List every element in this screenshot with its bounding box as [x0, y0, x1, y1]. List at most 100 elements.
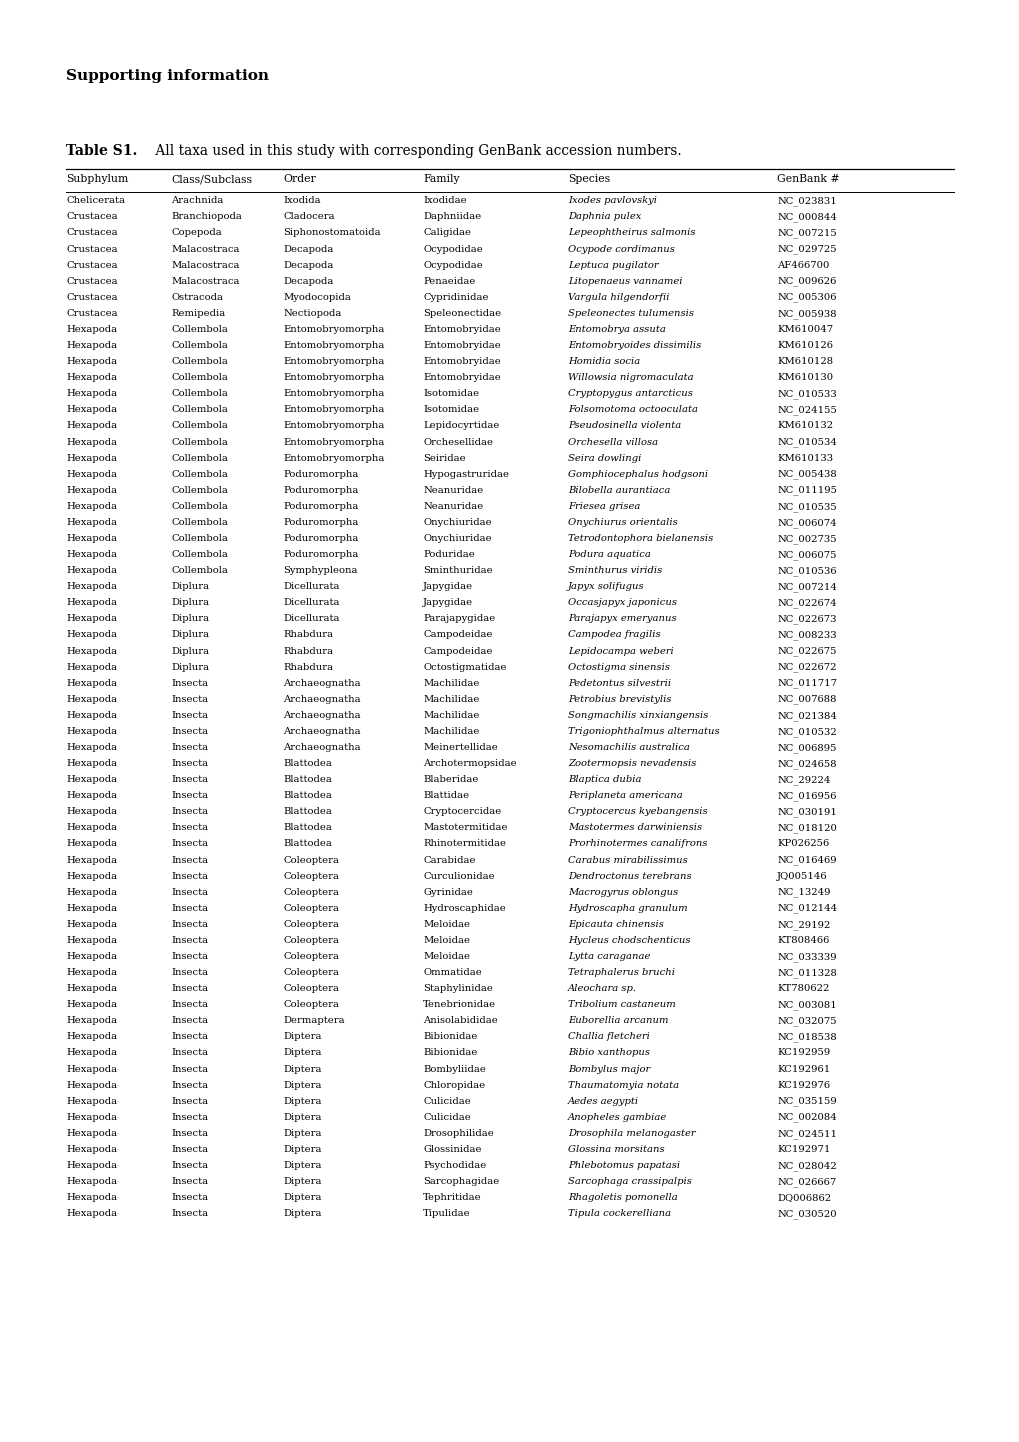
Text: Hexapoda: Hexapoda	[66, 389, 117, 398]
Text: Tetrodontophora bielanensis: Tetrodontophora bielanensis	[568, 534, 712, 544]
Text: NC_016469: NC_016469	[776, 855, 836, 865]
Text: Diptera: Diptera	[283, 1032, 322, 1041]
Text: Campodeidae: Campodeidae	[423, 630, 492, 639]
Text: Insecta: Insecta	[171, 727, 208, 735]
Text: Order: Order	[283, 174, 316, 185]
Text: Ocypodidae: Ocypodidae	[423, 245, 483, 254]
Text: KC192961: KC192961	[776, 1064, 829, 1073]
Text: Collembola: Collembola	[171, 534, 228, 544]
Text: Tetraphalerus bruchi: Tetraphalerus bruchi	[568, 968, 675, 978]
Text: NC_002084: NC_002084	[776, 1113, 837, 1122]
Text: Hexapoda: Hexapoda	[66, 454, 117, 463]
Text: Dicellurata: Dicellurata	[283, 583, 339, 591]
Text: Hexapoda: Hexapoda	[66, 1113, 117, 1122]
Text: Archaeognatha: Archaeognatha	[283, 679, 361, 688]
Text: Hexapoda: Hexapoda	[66, 711, 117, 720]
Text: Archaeognatha: Archaeognatha	[283, 727, 361, 735]
Text: Hexapoda: Hexapoda	[66, 904, 117, 913]
Text: Hexapoda: Hexapoda	[66, 776, 117, 784]
Text: NC_010535: NC_010535	[776, 502, 837, 512]
Text: Rhabdura: Rhabdura	[283, 663, 333, 672]
Text: NC_000844: NC_000844	[776, 212, 837, 222]
Text: Orchesellidae: Orchesellidae	[423, 437, 493, 447]
Text: Insecta: Insecta	[171, 920, 208, 929]
Text: Hexapoda: Hexapoda	[66, 583, 117, 591]
Text: DQ006862: DQ006862	[776, 1193, 830, 1203]
Text: Mastotermes darwiniensis: Mastotermes darwiniensis	[568, 823, 701, 832]
Text: Entomobryomorpha: Entomobryomorpha	[283, 421, 384, 430]
Text: Poduromorpha: Poduromorpha	[283, 534, 359, 544]
Text: AF466700: AF466700	[776, 261, 828, 270]
Text: Hexapoda: Hexapoda	[66, 1001, 117, 1009]
Text: Lytta caraganae: Lytta caraganae	[568, 952, 650, 960]
Text: NC_010533: NC_010533	[776, 389, 837, 399]
Text: NC_024155: NC_024155	[776, 405, 837, 415]
Text: Rhabdura: Rhabdura	[283, 646, 333, 656]
Text: NC_006074: NC_006074	[776, 518, 836, 528]
Text: Hexapoda: Hexapoda	[66, 1064, 117, 1073]
Text: Crustacea: Crustacea	[66, 261, 118, 270]
Text: Hexapoda: Hexapoda	[66, 324, 117, 335]
Text: Lepidocyrtidae: Lepidocyrtidae	[423, 421, 499, 430]
Text: Insecta: Insecta	[171, 936, 208, 945]
Text: Leptuca pugilator: Leptuca pugilator	[568, 261, 658, 270]
Text: NC_023831: NC_023831	[776, 196, 837, 206]
Text: Tipulidae: Tipulidae	[423, 1210, 471, 1218]
Text: Meinertellidae: Meinertellidae	[423, 743, 497, 751]
Text: Hexapoda: Hexapoda	[66, 727, 117, 735]
Text: KC192959: KC192959	[776, 1048, 829, 1057]
Text: Diplura: Diplura	[171, 646, 209, 656]
Text: Coleoptera: Coleoptera	[283, 904, 339, 913]
Text: Insecta: Insecta	[171, 823, 208, 832]
Text: Insecta: Insecta	[171, 1193, 208, 1203]
Text: Insecta: Insecta	[171, 1210, 208, 1218]
Text: Sarcophaga crassipalpis: Sarcophaga crassipalpis	[568, 1177, 691, 1187]
Text: Malacostraca: Malacostraca	[171, 277, 239, 286]
Text: Archotermopsidae: Archotermopsidae	[423, 758, 517, 769]
Text: Archaeognatha: Archaeognatha	[283, 695, 361, 704]
Text: Anisolabididae: Anisolabididae	[423, 1017, 497, 1025]
Text: Insecta: Insecta	[171, 1177, 208, 1187]
Text: Nesomachilis australica: Nesomachilis australica	[568, 743, 689, 751]
Text: Species: Species	[568, 174, 609, 185]
Text: Insecta: Insecta	[171, 985, 208, 994]
Text: Bilobella aurantiaca: Bilobella aurantiaca	[568, 486, 669, 495]
Text: Entomobrya assuta: Entomobrya assuta	[568, 324, 665, 335]
Text: Rhinotermitidae: Rhinotermitidae	[423, 839, 505, 848]
Text: Entomobryomorpha: Entomobryomorpha	[283, 405, 384, 414]
Text: Hexapoda: Hexapoda	[66, 985, 117, 994]
Text: Podura aquatica: Podura aquatica	[568, 549, 650, 559]
Text: Table S1.: Table S1.	[66, 144, 138, 159]
Text: Coleoptera: Coleoptera	[283, 936, 339, 945]
Text: NC_022672: NC_022672	[776, 663, 836, 672]
Text: Insecta: Insecta	[171, 1161, 208, 1169]
Text: Dermaptera: Dermaptera	[283, 1017, 344, 1025]
Text: Speleonectes tulumensis: Speleonectes tulumensis	[568, 309, 694, 317]
Text: Cryptocercidae: Cryptocercidae	[423, 808, 501, 816]
Text: NC_030191: NC_030191	[776, 808, 837, 818]
Text: Hexapoda: Hexapoda	[66, 549, 117, 559]
Text: Entomobryomorpha: Entomobryomorpha	[283, 373, 384, 382]
Text: Hexapoda: Hexapoda	[66, 614, 117, 623]
Text: Hexapoda: Hexapoda	[66, 598, 117, 607]
Text: Collembola: Collembola	[171, 421, 228, 430]
Text: Hexapoda: Hexapoda	[66, 1129, 117, 1138]
Text: Collembola: Collembola	[171, 518, 228, 526]
Text: NC_021384: NC_021384	[776, 711, 837, 721]
Text: NC_022674: NC_022674	[776, 598, 836, 609]
Text: Blattodea: Blattodea	[283, 839, 332, 848]
Text: Entomobryomorpha: Entomobryomorpha	[283, 389, 384, 398]
Text: Hexapoda: Hexapoda	[66, 936, 117, 945]
Text: Decapoda: Decapoda	[283, 245, 333, 254]
Text: Archaeognatha: Archaeognatha	[283, 711, 361, 720]
Text: Psychodidae: Psychodidae	[423, 1161, 486, 1169]
Text: Mastotermitidae: Mastotermitidae	[423, 823, 507, 832]
Text: Insecta: Insecta	[171, 1097, 208, 1106]
Text: Insecta: Insecta	[171, 1129, 208, 1138]
Text: Hexapoda: Hexapoda	[66, 358, 117, 366]
Text: KT780622: KT780622	[776, 985, 828, 994]
Text: Octostigma sinensis: Octostigma sinensis	[568, 663, 669, 672]
Text: Prorhinotermes canalifrons: Prorhinotermes canalifrons	[568, 839, 707, 848]
Text: Diplura: Diplura	[171, 583, 209, 591]
Text: Isotomidae: Isotomidae	[423, 389, 479, 398]
